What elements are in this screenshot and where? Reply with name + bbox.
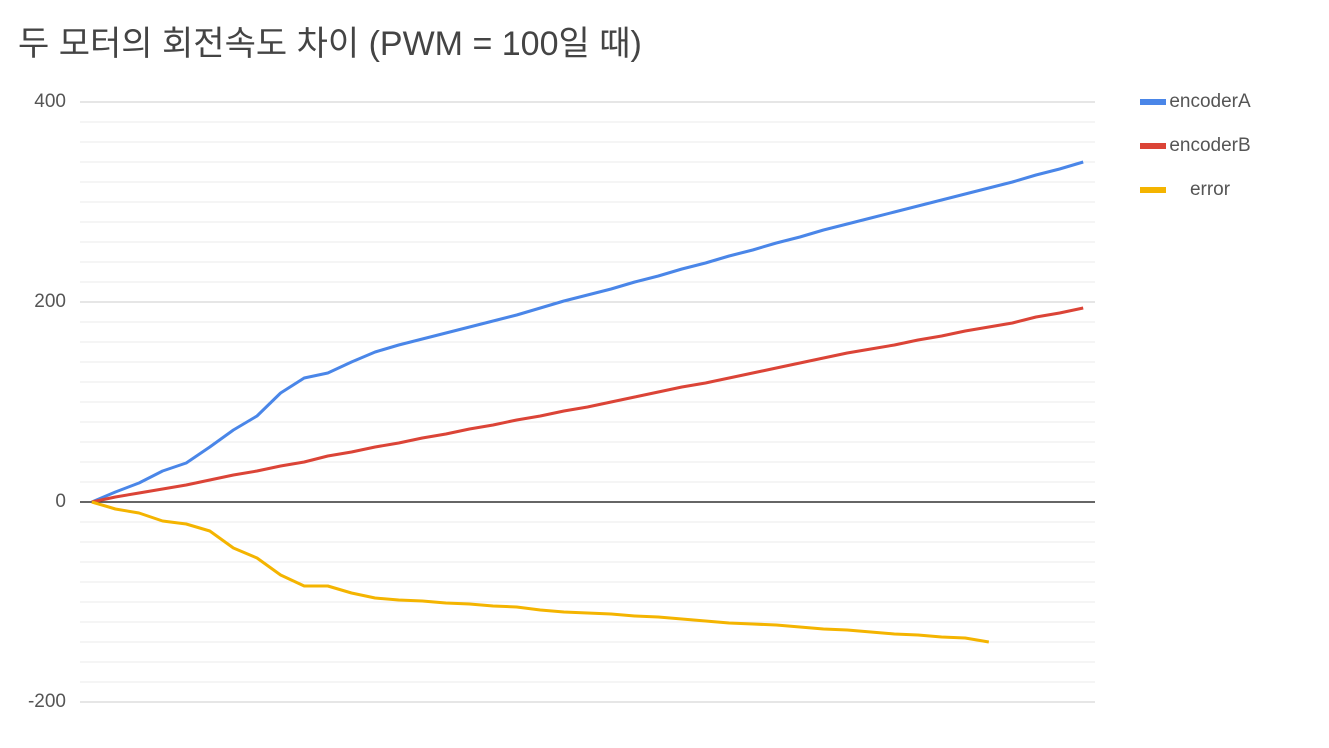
series-line (91, 500, 990, 644)
y-tick-label: 200 (34, 291, 66, 312)
y-tick-label: 400 (34, 91, 66, 112)
series-line (91, 160, 1084, 504)
series-line (91, 306, 1084, 504)
y-tick-label: 0 (55, 491, 66, 512)
legend-label: encoderA (1169, 91, 1251, 112)
y-tick-label: -200 (28, 691, 66, 712)
legend-label: error (1190, 179, 1231, 200)
chart-title: 두 모터의 회전속도 차이 (PWM = 100일 때) (18, 25, 642, 63)
legend-label: encoderB (1169, 135, 1250, 156)
